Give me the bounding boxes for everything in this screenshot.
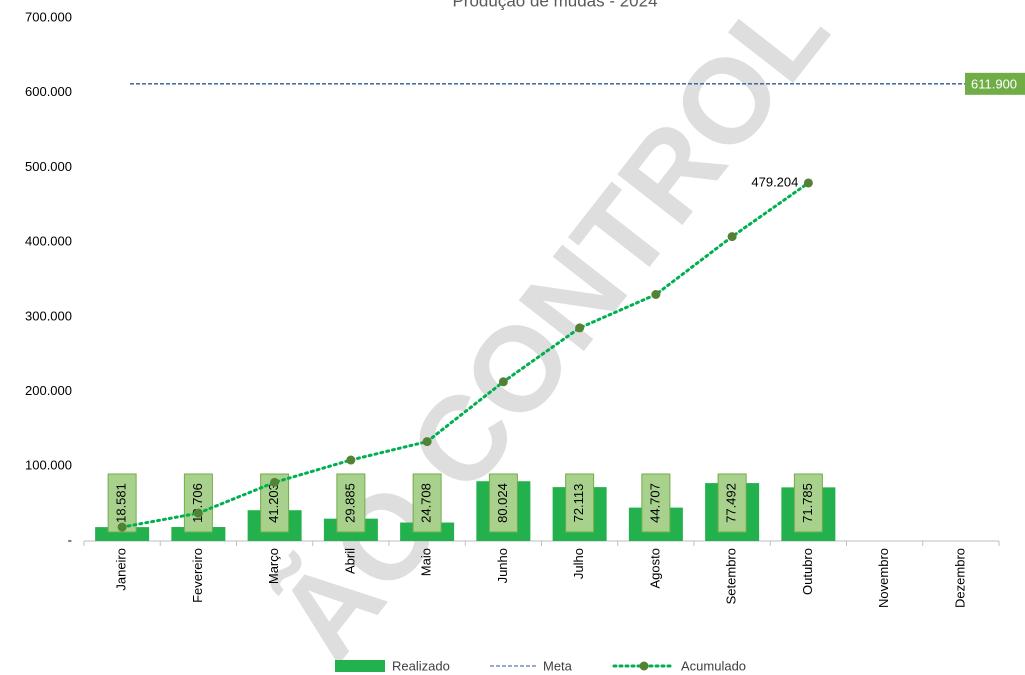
y-tick-label: 100.000 — [25, 458, 72, 473]
legend-swatch — [335, 660, 385, 672]
bar-label: 44.707 — [647, 483, 662, 523]
bar-label-box — [336, 473, 366, 533]
cumulative-line — [120, 181, 810, 529]
bar-label: 29.885 — [342, 483, 357, 523]
y-tick-label: 600.000 — [25, 84, 72, 99]
x-tick-label: Dezembro — [952, 548, 967, 608]
bar-label-box — [717, 473, 747, 533]
y-tick-label: 300.000 — [25, 308, 72, 323]
meta-label-box — [965, 72, 1025, 95]
legend-label: Acumulado — [681, 658, 746, 673]
cumulative-marker — [193, 508, 203, 518]
x-tick-label: Outubro — [800, 548, 815, 595]
bar-label-box — [488, 473, 518, 533]
y-tick-label: 700.000 — [25, 9, 72, 24]
bar-label: 18.581 — [114, 483, 129, 523]
legend-label: Meta — [543, 658, 573, 673]
x-tick-label: Julho — [571, 548, 586, 579]
cumulative-label: 479.204 — [751, 174, 798, 189]
x-tick-label: Agosto — [647, 548, 662, 588]
y-tick-label: 500.000 — [25, 159, 72, 174]
cumulative-marker — [346, 455, 356, 465]
bar-label: 72.113 — [571, 484, 586, 523]
cumulative-marker — [270, 477, 280, 487]
x-tick-label: Abril — [342, 548, 357, 574]
x-tick-label: Maio — [419, 548, 434, 576]
cumulative-marker — [117, 522, 127, 532]
cumulative-marker — [803, 178, 813, 188]
x-tick-label: Fevereiro — [190, 548, 205, 603]
cumulative-marker — [651, 289, 661, 299]
y-tick-label: 200.000 — [25, 383, 72, 398]
bar-label-box — [183, 473, 213, 533]
chart-title: Produção de mudas - 2024 — [452, 0, 657, 10]
bar-label-box — [107, 473, 137, 533]
bar-label-box — [565, 473, 595, 533]
bar-label: 77.492 — [724, 483, 739, 523]
x-tick-label: Junho — [495, 548, 510, 583]
bar-label: 80.024 — [495, 483, 510, 523]
bar-label: 71.785 — [800, 483, 815, 523]
y-tick-label: - — [68, 532, 72, 547]
bar-label: 24.708 — [419, 483, 434, 523]
x-tick-label: Janeiro — [114, 548, 129, 591]
bar-label-box — [641, 473, 671, 533]
cumulative-marker — [575, 323, 585, 333]
cumulative-marker — [727, 232, 737, 242]
bar-label-box — [412, 473, 442, 533]
legend-label: Realizado — [392, 658, 450, 673]
cumulative-marker — [422, 437, 432, 447]
y-tick-label: 400.000 — [25, 234, 72, 249]
meta-label: 611.900 — [971, 76, 1017, 91]
cumulative-marker — [498, 377, 508, 387]
bar-label-box — [793, 473, 823, 533]
legend-marker — [639, 661, 649, 671]
x-tick-label: Março — [266, 548, 281, 584]
bar-label: 41.203 — [266, 483, 281, 523]
x-tick-label: Novembro — [876, 548, 891, 608]
x-tick-label: Setembro — [724, 548, 739, 604]
